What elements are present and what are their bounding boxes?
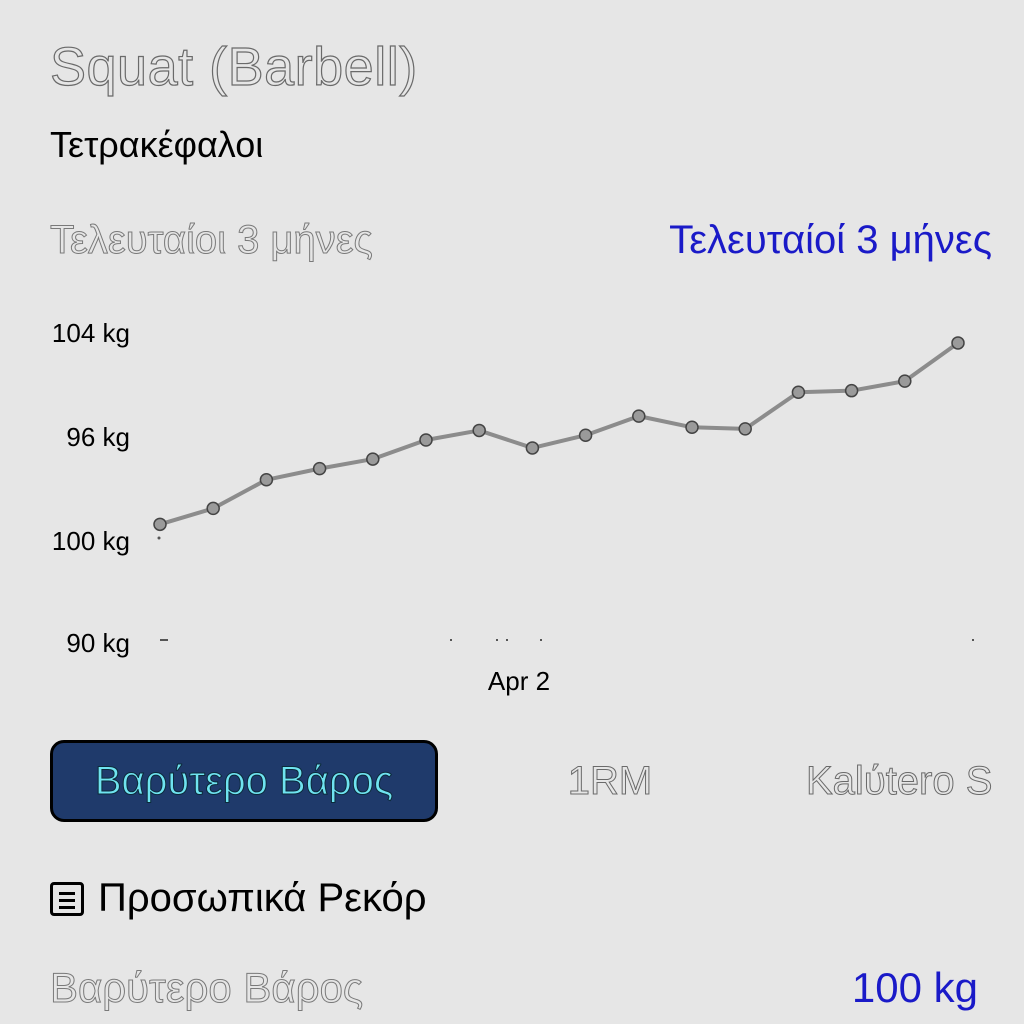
muscle-group-label: Τετρακέφαλοι [50, 124, 264, 165]
y-tick-mark [157, 536, 161, 540]
series-line [159, 341, 960, 527]
metric-tabs: Βαρύτερο Βάρος 1RM Kalύtero S [50, 740, 1024, 824]
data-point [898, 374, 912, 388]
y-tick-label: 96 kg [66, 422, 130, 452]
record-label: Βαρύτερο Βάρος [49, 964, 364, 1012]
y-axis-labels: 104 kg 96 kg 100 kg 90 kg [52, 318, 130, 658]
personal-records-header: Προσωπικά Ρεκόρ [50, 876, 427, 921]
x-axis-labels: Apr 2 [488, 666, 550, 696]
data-point [685, 420, 699, 435]
personal-records-title: Προσωπικά Ρεκόρ [98, 876, 427, 920]
tab-1rm[interactable]: 1RM [567, 758, 653, 803]
range-picker-button[interactable]: Τελευταίοί 3 μήνες [669, 218, 992, 262]
data-point [259, 473, 274, 487]
range-label: Τελευταίοι 3 μήνες [50, 218, 374, 263]
data-point [844, 383, 859, 398]
tab-best-set[interactable]: Kalύtero S [806, 758, 993, 803]
y-tick-label: 104 kg [52, 318, 130, 348]
data-point [791, 385, 806, 400]
exercise-title: Squat (Barbell) [49, 36, 418, 97]
tab-heaviest-weight[interactable]: Βαρύτερο Βάρος [50, 740, 438, 822]
data-point [153, 517, 167, 532]
data-point [472, 423, 486, 438]
data-point [206, 501, 220, 516]
y-tick-label: 90 kg [66, 628, 130, 658]
data-point [738, 422, 752, 436]
data-point [578, 428, 593, 442]
data-point [525, 441, 540, 455]
series-points [153, 336, 965, 532]
data-point [951, 336, 965, 350]
record-value: 100 kg [851, 964, 978, 1011]
x-tick-label: Apr 2 [488, 666, 550, 696]
data-point [312, 461, 327, 476]
y-tick-label: 100 kg [52, 526, 130, 556]
x-axis-ticks [157, 536, 974, 641]
data-point [632, 409, 646, 423]
data-point [366, 452, 380, 466]
progress-chart: 104 kg 96 kg 100 kg 90 kg Apr 2 [52, 318, 974, 696]
record-row-heaviest[interactable]: Βαρύτερο Βάρος 100 kg [49, 964, 978, 1012]
list-icon [50, 881, 84, 916]
data-point [419, 433, 433, 447]
